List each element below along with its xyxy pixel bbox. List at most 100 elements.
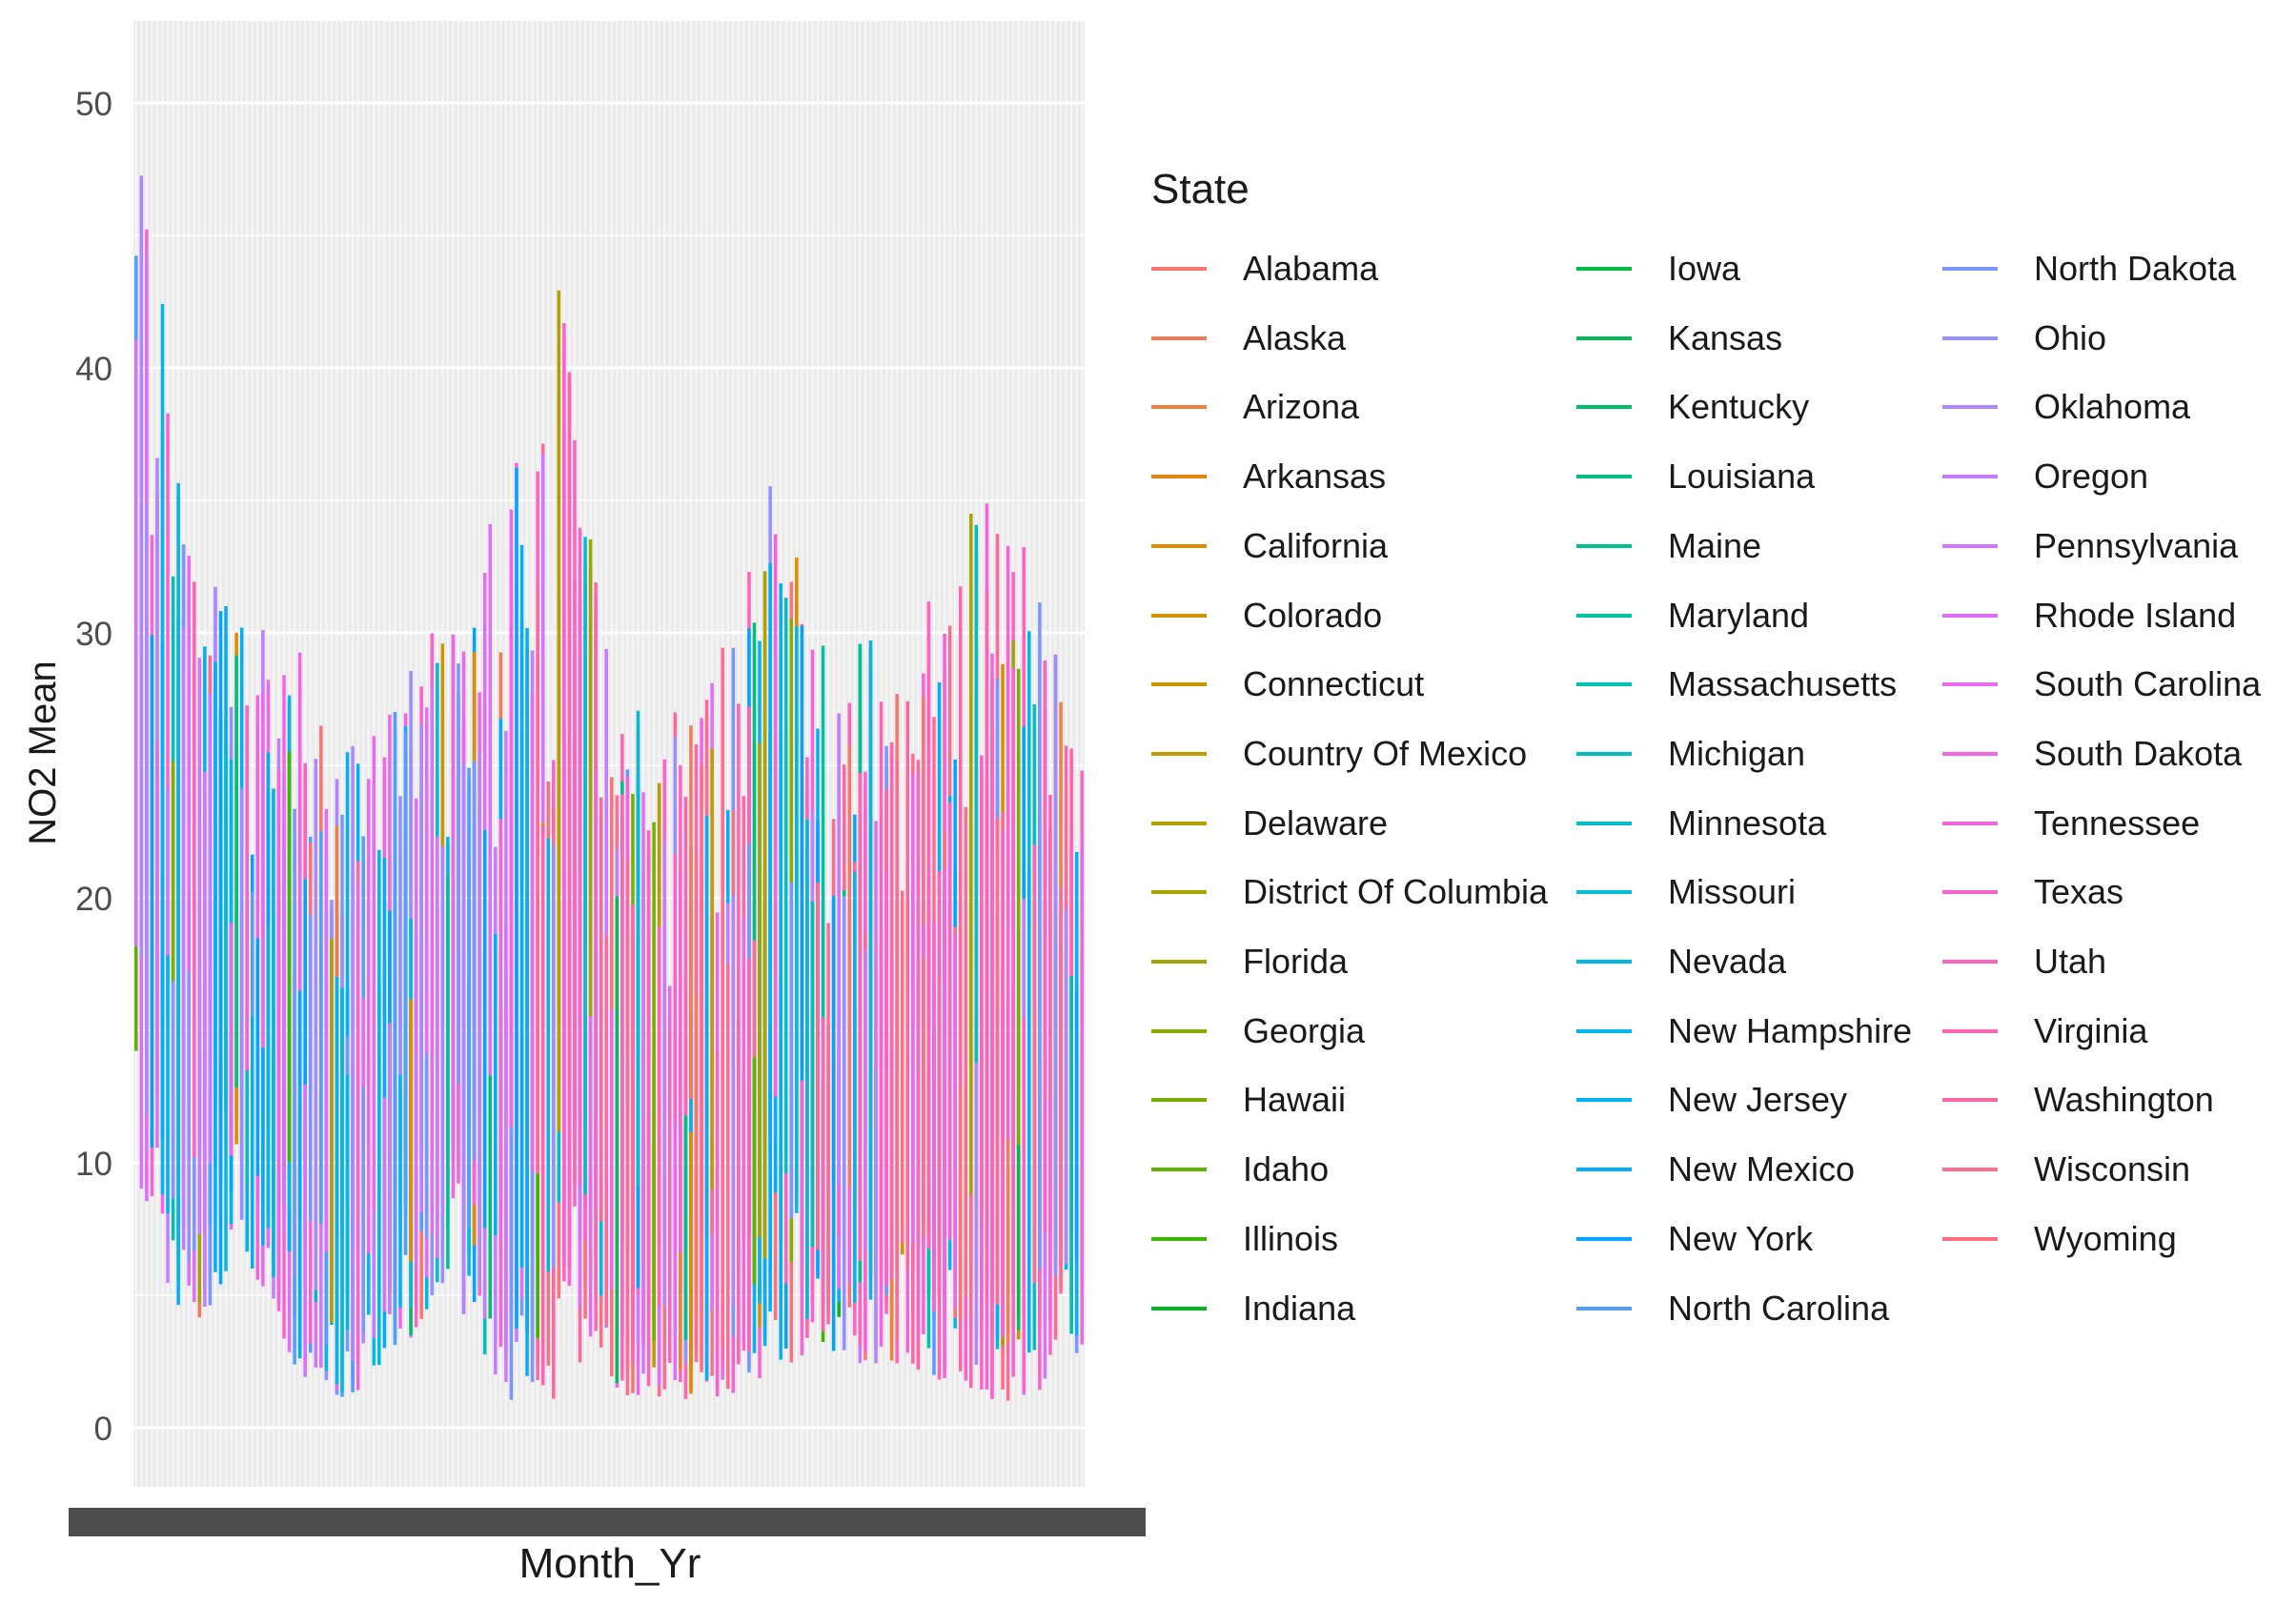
legend-item: Wisconsin: [1942, 1149, 2190, 1189]
legend-key-line: [1942, 1098, 1998, 1103]
legend-key-line: [1151, 1168, 1207, 1172]
legend-label: New York: [1668, 1218, 1814, 1258]
legend-key-line: [1576, 682, 1632, 687]
y-axis-title: NO2 Mean: [22, 660, 64, 844]
legend-key-line: [1151, 267, 1207, 271]
legend-label: Maine: [1668, 525, 1762, 565]
legend-item: Kansas: [1576, 317, 1783, 357]
legend-label: Oklahoma: [2034, 387, 2191, 427]
legend-label: South Carolina: [2034, 664, 2262, 704]
legend-item: New York: [1576, 1218, 1814, 1258]
legend-item: Texas: [1942, 872, 2124, 912]
legend-label: Delaware: [1243, 802, 1389, 843]
legend-key-line: [1151, 335, 1207, 340]
y-tick-label: 20: [75, 881, 112, 918]
legend-item: Rhode Island: [1942, 596, 2236, 635]
legend-label: Illinois: [1243, 1218, 1339, 1258]
legend-label: Nevada: [1668, 942, 1787, 981]
legend-item: Michigan: [1576, 733, 1806, 773]
legend-key-line: [1576, 1168, 1632, 1172]
legend-item: Massachusetts: [1576, 664, 1897, 703]
legend-item: Tennessee: [1942, 802, 2201, 843]
legend-label: Tennessee: [2034, 802, 2201, 843]
legend-item: Virginia: [1942, 1010, 2148, 1050]
legend: State Alabama Alaska Arizona Arkansas Califo…: [1151, 158, 2286, 1340]
legend-item: Illinois: [1151, 1218, 1339, 1258]
legend-item: Washington: [1942, 1080, 2214, 1119]
legend-key-line: [1151, 751, 1207, 756]
x-axis-title: Month_Yr: [519, 1540, 701, 1587]
data-marks: [134, 175, 1084, 1401]
legend-key-line: [1942, 613, 1998, 618]
legend-label: Colorado: [1243, 595, 1383, 635]
legend-key-line: [1942, 475, 1998, 479]
legend-item: Alaska: [1151, 318, 1346, 357]
legend-label: Ohio: [2034, 317, 2107, 357]
legend-key-line: [1151, 821, 1207, 825]
legend-label: Connecticut: [1243, 664, 1425, 704]
legend-item: Florida: [1151, 942, 1349, 981]
legend-item: Missouri: [1576, 872, 1796, 911]
y-tick-label: 40: [75, 351, 112, 388]
legend-item: Country Of Mexico: [1151, 734, 1527, 773]
legend-label: Florida: [1243, 942, 1349, 981]
y-axis-tick-labels: 0 10 20 30 40 50: [75, 86, 112, 1448]
legend-label: New Jersey: [1668, 1080, 1848, 1120]
legend-item: South Dakota: [1942, 734, 2242, 773]
major-gridlines: [133, 101, 1085, 1430]
legend-item: North Dakota: [1942, 249, 2236, 288]
y-tick-label: 50: [75, 86, 112, 123]
legend-item: North Carolina: [1576, 1289, 1889, 1328]
legend-item: Kentucky: [1576, 387, 1809, 426]
legend-item: Idaho: [1151, 1149, 1329, 1189]
legend-key-line: [1576, 613, 1632, 618]
legend-key-line: [1942, 821, 1998, 825]
legend-key-line: [1942, 335, 1998, 340]
legend-label: Arkansas: [1243, 457, 1387, 497]
legend-label: District Of Columbia: [1243, 872, 1549, 912]
legend-label: Texas: [2034, 872, 2124, 912]
x-axis-tick-labels: [69, 1508, 1146, 1536]
y-tick-label: 0: [94, 1411, 112, 1448]
legend-item: Ohio: [1942, 317, 2107, 357]
legend-label: Louisiana: [1668, 457, 1816, 497]
legend-key-line: [1576, 543, 1632, 548]
legend-key-line: [1151, 543, 1207, 548]
legend-key-line: [1942, 405, 1998, 410]
legend-item: Indiana: [1151, 1289, 1355, 1328]
legend-label: Wyoming: [2034, 1218, 2177, 1258]
legend-item: Utah: [1942, 942, 2107, 981]
legend-item: New Jersey: [1576, 1080, 1848, 1120]
legend-label: Virginia: [2034, 1010, 2148, 1050]
legend-item: Arizona: [1151, 387, 1360, 427]
legend-item: Oregon: [1942, 457, 2148, 496]
legend-label: Oregon: [2034, 457, 2149, 497]
legend-key-line: [1151, 1306, 1207, 1310]
legend-item: California: [1151, 526, 1388, 565]
legend-label: Maryland: [1668, 595, 1810, 635]
legend-item: New Hampshire: [1576, 1011, 1912, 1050]
legend-item: District Of Columbia: [1151, 872, 1549, 912]
legend-label: Michigan: [1668, 733, 1806, 773]
legend-key-line: [1151, 405, 1207, 410]
legend-item: Alabama: [1151, 249, 1378, 288]
legend-key-line: [1942, 267, 1998, 271]
legend-key-line: [1576, 405, 1632, 410]
legend-item: Arkansas: [1151, 457, 1386, 496]
legend-label: Utah: [2034, 942, 2107, 981]
legend-key-line: [1151, 682, 1207, 687]
legend-item: Colorado: [1151, 595, 1383, 635]
legend-label: Arizona: [1243, 387, 1360, 427]
legend-key-line: [1942, 1028, 1998, 1033]
legend-key-line: [1576, 335, 1632, 340]
legend-key-line: [1151, 1028, 1207, 1033]
legend-item: Nevada: [1576, 942, 1787, 981]
legend-key-line: [1576, 1306, 1632, 1310]
legend-key-line: [1942, 1236, 1998, 1241]
legend-item: Minnesota: [1576, 803, 1826, 843]
legend-key-line: [1151, 890, 1207, 895]
legend-key-line: [1942, 960, 1998, 964]
legend-label: Kansas: [1668, 317, 1783, 357]
legend-item: Georgia: [1151, 1011, 1365, 1050]
